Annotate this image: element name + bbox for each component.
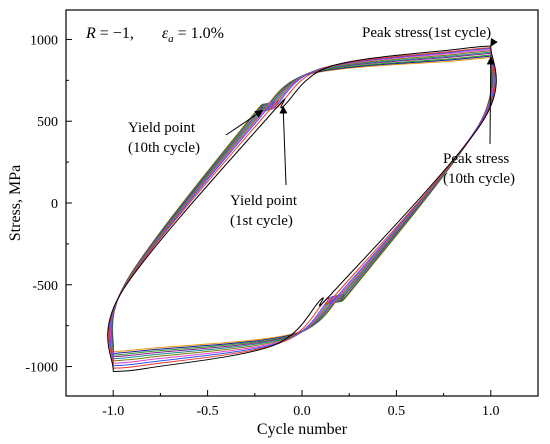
annotation-peak10: Peak stress (10th cycle) [443,56,515,187]
hysteresis-curves [107,45,497,372]
cycle-10-unloading-branch [113,57,492,353]
x-axis-title: Cycle number [257,421,348,438]
annotation-text: (1st cycle) [230,213,293,229]
annotation-arrow [486,56,495,145]
cycle-9-unloading-branch [113,56,493,354]
x-tick-label: 1.0 [482,404,500,419]
annotation-yield1: Yield point (1st cycle) [230,105,298,229]
cycle-6-unloading-branch [113,52,494,360]
annotation-text: Yield point [230,193,298,209]
cycle-2-unloading-branch [113,47,496,369]
annotation-peak1: Peak stress(1st cycle) [362,25,498,47]
cycle-2-loading-branch [108,47,491,369]
y-tick-label: -500 [32,279,58,294]
annotation-text: Peak stress [443,151,509,167]
annotation-arrow [490,37,498,47]
cycle-1-unloading-branch [113,45,497,372]
x-axis-ticks: -1.0 -0.5 0.0 0.5 1.0 [102,390,500,419]
annotation-text: (10th cycle) [128,140,200,156]
params-label: R = −1, εa = 1.0% [85,25,224,45]
y-tick-label: 0 [51,197,58,212]
y-tick-label: -1000 [25,361,58,376]
epsilon-symbol: ε [162,25,169,42]
x-tick-label: -0.5 [197,404,219,419]
annotation-text: Yield point [128,120,196,136]
y-axis-ticks: -1000 -500 0 500 1000 [25,33,72,376]
annotation-text: (10th cycle) [443,171,515,187]
cycle-6-loading-branch [110,51,491,359]
y-tick-label: 1000 [30,33,58,48]
plot-frame [65,9,539,397]
cycle-5-unloading-branch [113,50,494,362]
cycle-8-loading-branch [111,54,491,356]
y-axis-title: Stress, MPa [7,165,24,241]
annotation-text: Peak stress(1st cycle) [362,25,491,41]
cycle-7-loading-branch [110,52,491,357]
cycle-5-loading-branch [110,50,491,361]
cycle-8-unloading-branch [113,54,493,356]
cycle-4-unloading-branch [113,49,495,364]
x-tick-label: -1.0 [102,404,124,419]
cycle-9-loading-branch [111,55,491,354]
cycle-4-loading-branch [109,49,491,364]
cycle-3-unloading-branch [113,48,495,367]
r-symbol: R [85,25,96,42]
annotation-arrow [225,110,264,136]
annotation-arrow [279,105,288,186]
cycle-3-loading-branch [109,47,491,366]
r-value: = −1, [96,25,134,42]
epsilon-value: = 1.0% [174,25,224,42]
cycle-7-unloading-branch [113,53,494,358]
epsilon-subscript: a [168,33,174,45]
x-tick-label: 0.5 [388,404,406,419]
cycle-1-loading-branch [107,45,491,372]
annotation-yield10: Yield point (10th cycle) [128,110,264,156]
cycle-10-loading-branch [112,56,491,352]
y-tick-label: 500 [37,115,58,130]
x-tick-label: 0.0 [293,404,311,419]
annotations: Peak stress(1st cycle)Yield point(10th c… [128,25,515,229]
